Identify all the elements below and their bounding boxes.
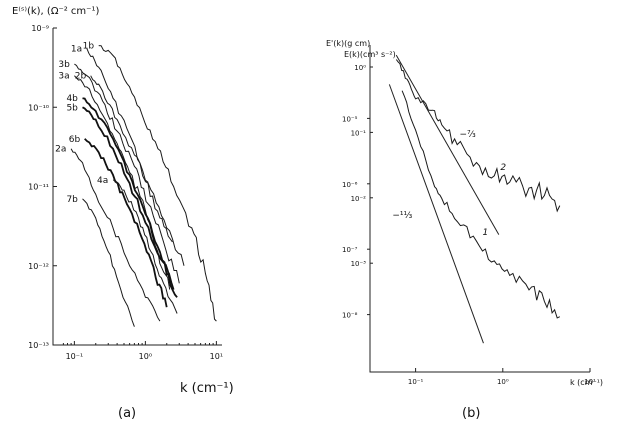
panel-a-series-3a-label: 3a <box>58 72 69 82</box>
panel-b-reference-line <box>395 54 500 235</box>
panel-b-y-outer-tick-label: 10⁻⁶ <box>342 181 358 189</box>
panel-a-series-4a-label: 4a <box>97 176 108 186</box>
panel-a-series-6b-line <box>84 138 168 308</box>
panel-b-series-1-label: 1 <box>483 228 489 238</box>
panel-b-reference-line-label: −⁷⁄₃ <box>460 130 477 140</box>
panel-a-series-2b-label: 2b <box>75 72 87 82</box>
panel-b-x-tick-label: 10⁰ <box>497 378 509 386</box>
panel-b-y-inner-tick-label: 10⁰ <box>354 64 366 72</box>
panel-a-series-2b-line <box>90 75 185 266</box>
panel-b-axis-lines <box>369 45 590 373</box>
panel-a-y-tick-label: 10⁻¹² <box>28 262 49 271</box>
panel-a-curves <box>70 45 217 327</box>
panel-b-y-inner-tick-label: 10⁻² <box>351 195 367 203</box>
panel-b-axes: 10⁻⁵ 10⁻⁶ 10⁻⁷ 10⁻⁸ 10⁰ 10⁻¹ 10⁻² 10⁻³ 10⁻¹ 10⁰ 10… <box>342 45 596 386</box>
panel-b-reference-lines: −⁷⁄₃ −¹¹⁄₃ <box>388 54 500 344</box>
panel-b-caption: (b) <box>462 406 480 421</box>
panel-b-x-tick-label: 10⁻¹ <box>408 378 424 386</box>
panel-a-series-2a-line <box>70 148 161 322</box>
panel-b-y-outer-tick-label: 10⁻⁷ <box>342 246 358 254</box>
panel-a-y-tick-label: 10⁻¹¹ <box>28 183 49 192</box>
panel-a-series-2a-label: 2a <box>55 145 66 155</box>
panel-b-x-axis-label: k (cm⁻¹) <box>570 378 603 387</box>
panel-b-y-axis-label-inner: E(k)(cm³ s⁻²) <box>344 50 396 59</box>
panel-a-x-axis-label: k (cm⁻¹) <box>180 381 234 396</box>
panel-b-y-inner-tick-label: 10⁻³ <box>351 260 367 268</box>
panel-a-series-5b-line <box>82 106 178 298</box>
panel-b-curves <box>395 59 561 319</box>
panel-a-y-tick-label: 10⁻¹³ <box>28 341 49 350</box>
panel-b-series-2-line <box>395 59 561 213</box>
panel-b-y-axis-label-outer: E'(k)(g cm) <box>326 39 370 48</box>
panel-b-reference-line <box>388 84 484 344</box>
panel-a-axes: 10⁻⁹ 10⁻¹⁰ 10⁻¹¹ 10⁻¹² 10⁻¹³ 10⁻¹ 10⁰ 10¹ <box>28 24 223 361</box>
panel-a-series-4a-line <box>112 179 178 314</box>
panel-b-y-outer-tick-label: 10⁻⁵ <box>342 115 358 123</box>
panel-b-series-2-label: 2 <box>500 163 506 173</box>
panel-a-y-tick-label: 10⁻¹⁰ <box>28 103 49 112</box>
panel-b-series-labels: 21 <box>483 163 507 238</box>
panel-a-series-4b-label: 4b <box>66 94 78 104</box>
panel-a-y-tick-label: 10⁻⁹ <box>31 24 49 33</box>
panel-a-series-3b-label: 3b <box>58 60 70 70</box>
panel-a-series-1a-label: 1a <box>71 45 82 55</box>
panel-a-y-axis-label: E⁽ˢ⁾(k), (Ω⁻² cm⁻¹) <box>12 6 99 17</box>
panel-b-y-outer-tick-label: 10⁻⁸ <box>342 312 358 320</box>
panel-b-chart: 10⁻⁵ 10⁻⁶ 10⁻⁷ 10⁻⁸ 10⁰ 10⁻¹ 10⁻² 10⁻³ 10⁻¹ 10⁰ 10… <box>326 39 603 421</box>
panel-a-series-7b-line <box>82 198 135 327</box>
panel-a-series-5b-label: 5b <box>66 103 78 113</box>
panel-a-series-3a-line <box>74 75 171 290</box>
panel-a-caption: (a) <box>118 406 136 421</box>
panel-b-x-tick-label: 10¹ <box>584 378 596 386</box>
panel-a-x-tick-label: 10⁻¹ <box>66 352 84 361</box>
panel-b-series-1-line <box>401 90 561 319</box>
panel-b-y-inner-tick-label: 10⁻¹ <box>351 129 367 137</box>
panel-a-series-6b-label: 6b <box>69 135 81 145</box>
panel-a-series-7b-label: 7b <box>66 195 78 205</box>
panel-a-series-1b-label: 1b <box>83 42 95 52</box>
panel-b-reference-line-label: −¹¹⁄₃ <box>392 211 412 221</box>
panel-a-series-1a-line <box>86 48 173 243</box>
panel-a-x-tick-label: 10⁰ <box>139 352 152 361</box>
panel-a-chart: 10⁻⁹ 10⁻¹⁰ 10⁻¹¹ 10⁻¹² 10⁻¹³ 10⁻¹ 10⁰ 10¹ 1a 1b 3… <box>12 6 234 421</box>
panel-a-x-tick-label: 10¹ <box>210 352 223 361</box>
panel-a-series-4b-line <box>82 97 175 290</box>
panel-a-series-3b-line <box>74 63 180 284</box>
panel-a-series-1b-line <box>98 45 217 322</box>
